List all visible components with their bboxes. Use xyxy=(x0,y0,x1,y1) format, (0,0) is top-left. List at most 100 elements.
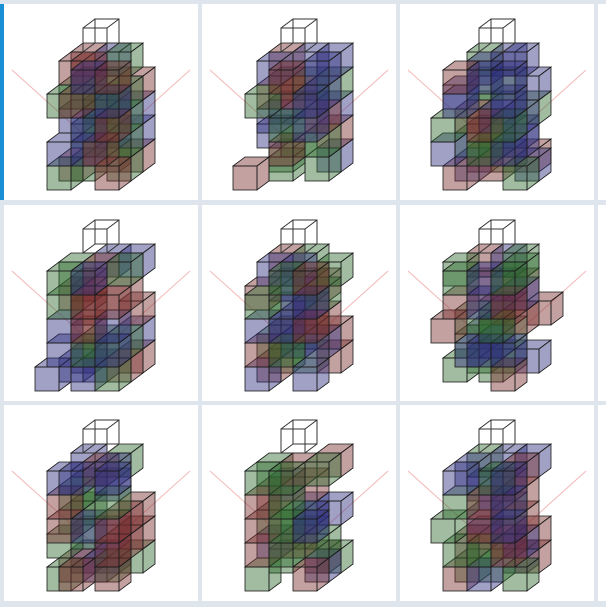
voxel-front xyxy=(94,542,120,568)
wireframe-edge xyxy=(106,419,120,430)
wireframe-edge xyxy=(478,243,492,254)
render-tile[interactable] xyxy=(202,205,396,401)
voxel-front xyxy=(292,366,318,392)
wireframe-edge xyxy=(280,42,294,53)
voxel-front xyxy=(268,318,294,344)
wireframe-edge xyxy=(304,18,318,29)
voxel-front xyxy=(244,318,270,344)
voxel-front xyxy=(292,566,318,592)
voxel-front xyxy=(94,165,120,191)
voxel-front xyxy=(244,542,270,568)
wireframe-edge xyxy=(106,18,120,29)
voxel-front xyxy=(94,294,120,320)
wireframe-edge xyxy=(280,18,294,29)
wireframe xyxy=(292,419,318,445)
voxel-front xyxy=(292,270,318,296)
render-tile[interactable] xyxy=(400,405,594,601)
voxel-front xyxy=(466,342,492,368)
render-tile[interactable] xyxy=(4,205,198,401)
axis-line xyxy=(496,470,587,552)
wireframe-edge xyxy=(478,42,492,53)
wireframe-edge xyxy=(280,419,294,430)
voxel-front xyxy=(244,518,270,544)
voxel-front xyxy=(490,93,516,119)
render-tile[interactable] xyxy=(4,4,198,200)
render-tile[interactable] xyxy=(202,405,396,601)
wireframe-edge xyxy=(106,243,120,254)
voxel-front xyxy=(244,470,270,496)
axis-line xyxy=(100,270,191,352)
wireframe xyxy=(490,219,516,245)
wireframe xyxy=(490,18,516,44)
voxel-front xyxy=(490,470,516,496)
voxel-front xyxy=(94,117,120,143)
voxel-front xyxy=(232,165,258,191)
voxel-front xyxy=(442,270,468,296)
render-tile[interactable] xyxy=(400,4,594,200)
render-tile[interactable] xyxy=(4,405,198,601)
voxel-front xyxy=(70,318,96,344)
selection-indicator xyxy=(0,4,4,200)
voxel-front xyxy=(430,141,456,167)
axis-line xyxy=(100,470,191,552)
voxel-front xyxy=(430,318,456,344)
voxel-front xyxy=(466,566,492,592)
voxel-front xyxy=(70,518,96,544)
tile-partial xyxy=(598,205,606,401)
wireframe-edge xyxy=(82,42,96,53)
voxel-front xyxy=(70,117,96,143)
wireframe-edge xyxy=(304,419,318,430)
voxel-front xyxy=(268,494,294,520)
voxel-front xyxy=(490,141,516,167)
voxel-front xyxy=(70,69,96,95)
voxel-front xyxy=(502,165,528,191)
voxel-front xyxy=(70,294,96,320)
wireframe-edge xyxy=(106,443,120,454)
voxel-front xyxy=(466,494,492,520)
voxel-front xyxy=(268,470,294,496)
voxel-front xyxy=(442,470,468,496)
tile-background xyxy=(4,4,198,200)
voxel-front xyxy=(82,141,108,167)
voxel-front xyxy=(502,566,528,592)
wireframe-edge xyxy=(304,42,318,53)
voxel-front xyxy=(94,566,120,592)
axis-line xyxy=(496,69,587,151)
render-tile[interactable] xyxy=(202,4,396,200)
voxel-front xyxy=(292,518,318,544)
voxel-front xyxy=(46,270,72,296)
voxel-front xyxy=(430,518,456,544)
wireframe xyxy=(94,18,120,44)
voxel-front xyxy=(466,69,492,95)
voxel-front xyxy=(94,470,120,496)
voxel-front xyxy=(490,518,516,544)
voxel-front xyxy=(292,294,318,320)
voxel-front xyxy=(466,117,492,143)
wireframe xyxy=(94,219,120,245)
voxel-front xyxy=(268,342,294,368)
wireframe xyxy=(292,18,318,44)
voxel-front xyxy=(70,366,96,392)
voxel-front xyxy=(304,60,330,86)
voxel-front xyxy=(94,318,120,344)
wireframe-edge xyxy=(106,219,120,230)
wireframe-edge xyxy=(502,42,516,53)
voxel-front xyxy=(94,93,120,119)
voxel-front xyxy=(490,294,516,320)
voxel-front xyxy=(244,342,270,368)
voxel-front xyxy=(244,366,270,392)
voxel-front xyxy=(244,294,270,320)
render-tile[interactable] xyxy=(400,205,594,401)
voxel-front xyxy=(442,294,468,320)
voxel-front xyxy=(46,294,72,320)
voxel-front xyxy=(292,117,318,143)
voxel-front xyxy=(304,461,330,487)
voxel-front xyxy=(94,342,120,368)
tile-partial xyxy=(598,405,606,601)
voxel-front xyxy=(46,342,72,368)
voxel-front xyxy=(34,366,60,392)
voxel-front xyxy=(268,542,294,568)
voxel-front xyxy=(244,566,270,592)
tile-background xyxy=(400,405,594,601)
